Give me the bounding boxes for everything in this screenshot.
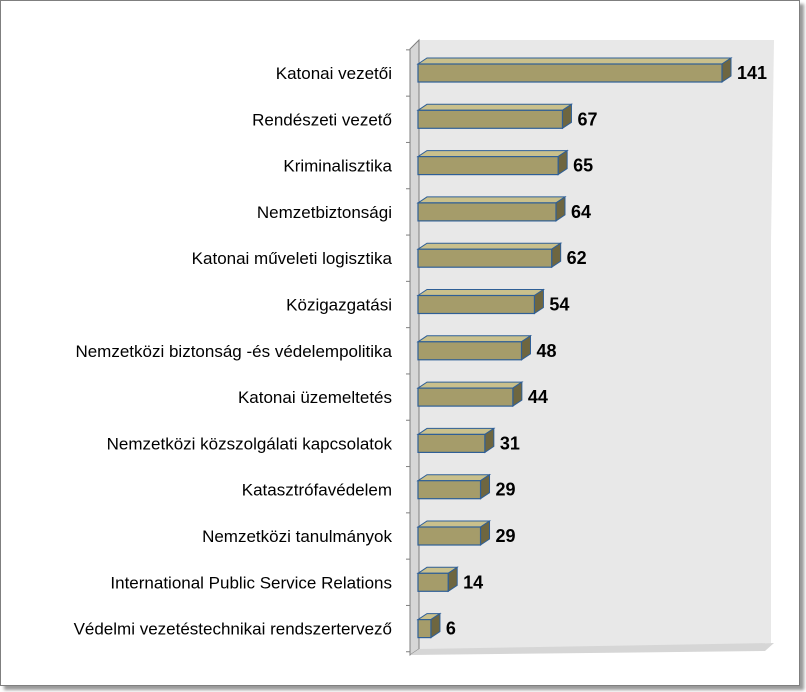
bar-front-face	[417, 341, 523, 361]
bar	[416, 520, 492, 546]
bar-top-face	[416, 150, 569, 158]
category-label: Katonai üzemeltetés	[238, 388, 392, 407]
bar-top-face	[416, 289, 546, 296]
bar	[416, 288, 546, 315]
bar	[416, 103, 574, 130]
bar-top-face	[416, 57, 733, 65]
bar	[416, 427, 496, 454]
value-label: 141	[737, 63, 767, 83]
bar-front-face	[417, 618, 432, 639]
value-label: 6	[446, 619, 456, 639]
bar	[416, 195, 567, 222]
bar-top-face	[416, 427, 496, 435]
bar-group	[416, 57, 733, 639]
bar-front-face	[417, 63, 723, 83]
bar-front-face	[417, 480, 482, 500]
bar-front-face	[417, 387, 514, 407]
bar-top-face	[416, 381, 524, 389]
value-label: 44	[528, 387, 548, 407]
bar-front-face	[417, 294, 536, 315]
value-label: 29	[496, 480, 516, 500]
value-label: 29	[496, 526, 516, 546]
category-label: Katonai vezetői	[276, 64, 392, 83]
bar-front-face	[417, 156, 559, 176]
bar	[416, 473, 492, 500]
category-labels: Katonai vezetői Rendészeti vezető Kriminal…	[74, 64, 393, 639]
category-label: Nemzetbiztonsági	[257, 203, 392, 222]
bar-front-face	[417, 248, 553, 268]
category-label: Rendészeti vezető	[252, 110, 392, 129]
bar	[416, 242, 563, 269]
value-label: 31	[500, 433, 520, 453]
bar-top-face	[416, 242, 563, 250]
bar-front-face	[417, 433, 486, 453]
bar-top-face	[416, 335, 533, 343]
bar	[416, 334, 533, 361]
value-label: 54	[549, 295, 569, 315]
floor	[410, 643, 774, 655]
bar-top-face	[416, 474, 492, 482]
bar	[416, 149, 569, 176]
bar	[416, 381, 524, 408]
bar-top-face	[416, 103, 574, 111]
bar-front-face	[417, 526, 482, 546]
bar	[416, 612, 442, 639]
category-label: Védelmi vezetéstechnikai rendszertervező	[74, 620, 392, 639]
value-label: 48	[536, 341, 556, 361]
category-label: International Public Service Relations	[110, 573, 392, 592]
bar-front-face	[417, 109, 564, 129]
value-labels: 141 67 65 64 62 54 48 44 31 29 29 14 6	[446, 63, 767, 639]
category-label: Nemzetközi közszolgálati kapcsolatok	[107, 434, 393, 453]
value-label: 62	[567, 248, 587, 268]
category-label: Nemzetközi tanulmányok	[202, 527, 392, 546]
bar	[416, 566, 459, 593]
bar-top-face	[416, 196, 567, 204]
bar-front-face	[417, 572, 449, 592]
value-label: 67	[577, 109, 597, 129]
bar-top-face	[416, 520, 492, 528]
category-label: Katasztrófavédelem	[242, 481, 392, 500]
value-label: 65	[573, 156, 593, 176]
category-label: Közigazgatási	[286, 296, 392, 315]
bar-front-face	[417, 202, 557, 222]
category-label: Nemzetközi biztonság -és védelempolitika	[75, 342, 392, 361]
value-label: 64	[571, 202, 591, 222]
category-label: Kriminalisztika	[283, 157, 392, 176]
bar	[416, 57, 733, 83]
value-label: 14	[463, 572, 483, 592]
category-label: Katonai műveleti logisztika	[192, 249, 393, 268]
